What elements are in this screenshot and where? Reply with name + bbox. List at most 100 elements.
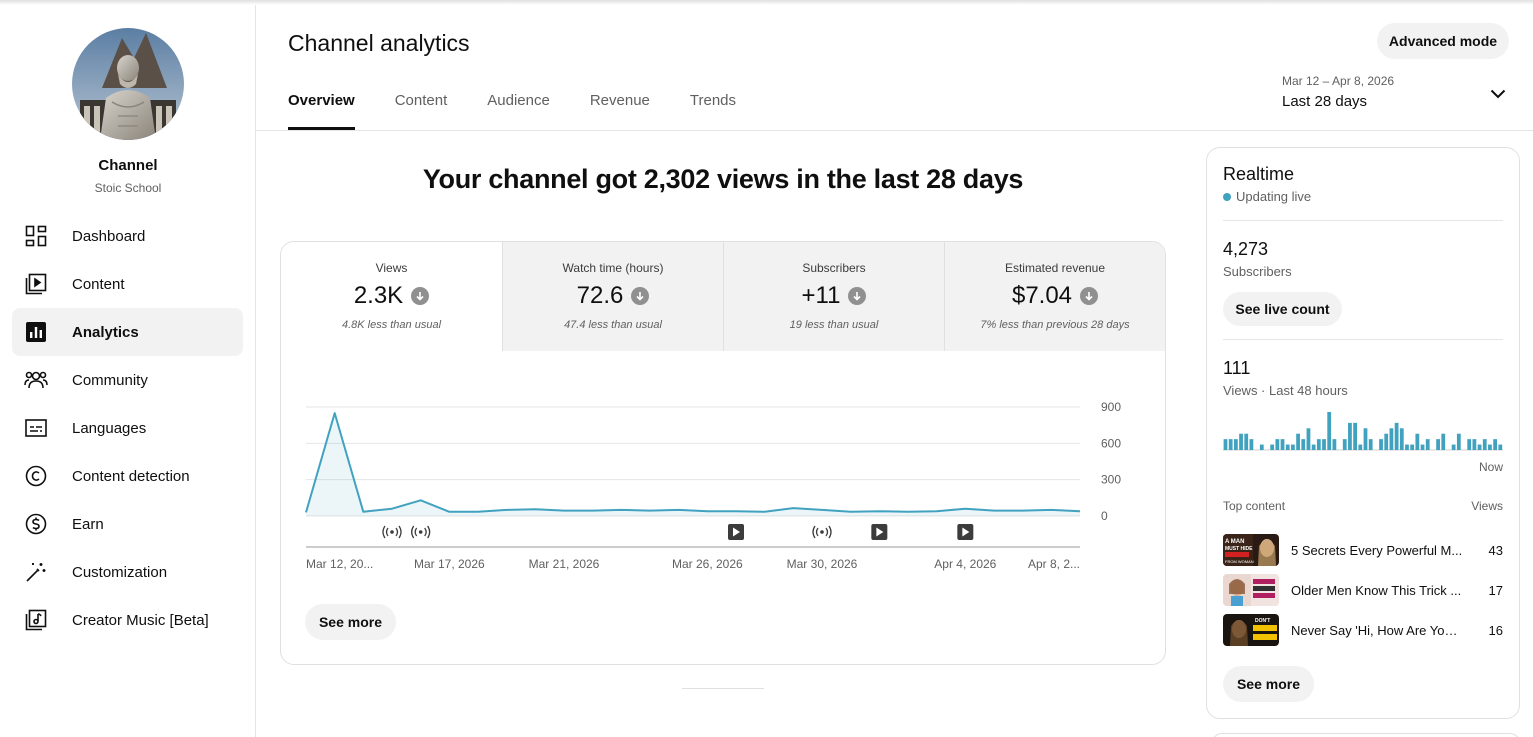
play-icon xyxy=(871,524,888,540)
tab-overview[interactable]: Overview xyxy=(288,92,355,130)
y-tick-label: 0 xyxy=(1101,509,1108,523)
arrow-down-icon xyxy=(848,287,867,305)
bar xyxy=(1327,412,1332,450)
metric-subscribers[interactable]: Subscribers +11 19 less than usual xyxy=(723,242,944,351)
arrow-down-icon xyxy=(411,287,430,305)
chevron-down-icon xyxy=(1490,86,1506,104)
sidebar-item-community[interactable]: Community xyxy=(12,356,243,404)
date-range-dates: Mar 12 – Apr 8, 2026 xyxy=(1282,74,1395,88)
live-dot-icon xyxy=(1223,192,1231,201)
top-content-label: Top content xyxy=(1223,499,1286,513)
bar xyxy=(1477,444,1482,450)
arrow-down-icon xyxy=(1080,287,1099,305)
live-icon xyxy=(411,525,431,539)
metric-watch-time[interactable]: Watch time (hours) 72.6 47.4 less than u… xyxy=(502,242,723,351)
metric-label: Watch time (hours) xyxy=(562,261,664,275)
bar xyxy=(1420,444,1425,450)
x-tick-label: Mar 17, 2026 xyxy=(414,557,485,571)
tab-audience[interactable]: Audience xyxy=(487,92,550,109)
date-range-label: Last 28 days xyxy=(1282,93,1368,110)
tab-content[interactable]: Content xyxy=(394,92,448,109)
realtime-status: Updating live xyxy=(1223,189,1311,204)
header-divider xyxy=(256,130,1533,131)
views-chart[interactable]: 0 300 600 900 Mar 12, 20... Mar 17, 2026 Mar 2… xyxy=(281,351,1166,591)
bar xyxy=(1316,439,1321,450)
see-more-button[interactable]: See more xyxy=(305,604,396,640)
sidebar-item-content-detection[interactable]: Content detection xyxy=(12,452,243,500)
bar xyxy=(1301,439,1306,450)
svg-text:FROM WOMAN: FROM WOMAN xyxy=(1225,559,1254,564)
play-icon xyxy=(957,524,974,540)
realtime-bar-chart[interactable] xyxy=(1223,403,1503,453)
x-tick-label: Mar 26, 2026 xyxy=(672,557,743,571)
views-headline: Your channel got 2,302 views in the last… xyxy=(422,164,1024,194)
divider xyxy=(1223,339,1503,340)
page-title: Channel analytics xyxy=(288,30,470,56)
x-tick-label: Mar 12, 20... xyxy=(306,557,373,571)
bar xyxy=(1291,444,1295,450)
date-range-picker[interactable]: Mar 12 – Apr 8, 2026 Last 28 days xyxy=(1282,74,1512,118)
channel-avatar[interactable] xyxy=(72,28,184,140)
bar xyxy=(1415,433,1420,450)
arrow-down-icon xyxy=(631,287,650,305)
metric-note: 7% less than previous 28 days xyxy=(980,319,1130,331)
realtime-subscribers-label: Subscribers xyxy=(1223,264,1292,279)
tab-trends[interactable]: Trends xyxy=(689,92,737,109)
realtime-now-label: Now xyxy=(1478,460,1503,474)
bar xyxy=(1389,428,1394,450)
sidebar-item-languages[interactable]: Languages xyxy=(12,404,243,452)
top-content-item[interactable]: A MAN MUST HIDE FROM WOMAN 5 Secrets Every… xyxy=(1223,533,1503,567)
bar xyxy=(1425,439,1430,450)
sidebar-item-label: Community xyxy=(72,371,148,389)
top-content-title: Never Say 'Hi, How Are You' ... xyxy=(1291,622,1463,638)
series-line xyxy=(305,412,1081,513)
svg-text:MUST HIDE: MUST HIDE xyxy=(1225,546,1253,552)
bar xyxy=(1379,439,1383,450)
bar xyxy=(1488,444,1492,450)
see-live-count-button[interactable]: See live count xyxy=(1223,292,1342,326)
metric-revenue[interactable]: Estimated revenue $7.04 7% less than pre… xyxy=(944,242,1165,351)
bar xyxy=(1394,422,1399,450)
metric-label: Estimated revenue xyxy=(1004,261,1106,275)
sidebar-item-customization[interactable]: Customization xyxy=(12,548,243,596)
music-icon xyxy=(24,608,48,632)
x-tick-label: Apr 4, 2026 xyxy=(934,557,996,571)
bar xyxy=(1244,433,1249,450)
bar xyxy=(1332,439,1337,450)
metric-views[interactable]: Views 2.3K 4.8K less than usual xyxy=(281,242,502,351)
metric-value: 72.6 xyxy=(576,282,624,309)
sidebar-item-label: Customization xyxy=(72,563,168,581)
divider xyxy=(1223,220,1503,221)
sidebar-item-earn[interactable]: Earn xyxy=(12,500,243,548)
bar xyxy=(1306,428,1311,450)
top-content-item[interactable]: Older Men Know This Trick ... 17 xyxy=(1223,573,1503,607)
overview-card: Views 2.3K 4.8K less than usual Watch ti… xyxy=(280,241,1166,665)
y-tick-label: 600 xyxy=(1101,436,1121,450)
bar xyxy=(1342,439,1347,450)
realtime-see-more-button[interactable]: See more xyxy=(1223,666,1314,702)
sidebar-item-label: Creator Music [Beta] xyxy=(72,611,209,629)
analytics-icon xyxy=(24,320,48,344)
metric-note: 19 less than usual xyxy=(789,319,879,331)
sidebar-item-creator-music[interactable]: Creator Music [Beta] xyxy=(12,596,243,644)
play-icon xyxy=(728,524,744,540)
sidebar-item-analytics[interactable]: Analytics xyxy=(12,308,243,356)
tab-revenue[interactable]: Revenue xyxy=(589,92,650,109)
bar xyxy=(1322,439,1326,450)
sidebar-item-content[interactable]: Content xyxy=(12,260,243,308)
sidebar-item-dashboard[interactable]: Dashboard xyxy=(12,212,243,260)
advanced-mode-button[interactable]: Advanced mode xyxy=(1377,23,1509,59)
y-tick-label: 300 xyxy=(1101,473,1121,487)
bar xyxy=(1348,422,1352,450)
bar xyxy=(1358,444,1363,450)
x-tick-label: Mar 21, 2026 xyxy=(529,557,600,571)
sidebar: Channel Stoic School Dashboard Content A… xyxy=(0,5,256,737)
community-icon xyxy=(24,368,48,392)
top-content-item[interactable]: DON'T Never Say 'Hi, How Are You' ... 16 xyxy=(1223,613,1503,647)
bar xyxy=(1353,422,1358,450)
realtime-status-text: Updating live xyxy=(1236,189,1312,204)
bar xyxy=(1363,428,1368,450)
sidebar-item-label: Content xyxy=(72,275,125,293)
video-thumbnail xyxy=(1223,574,1279,606)
bar xyxy=(1280,439,1285,450)
